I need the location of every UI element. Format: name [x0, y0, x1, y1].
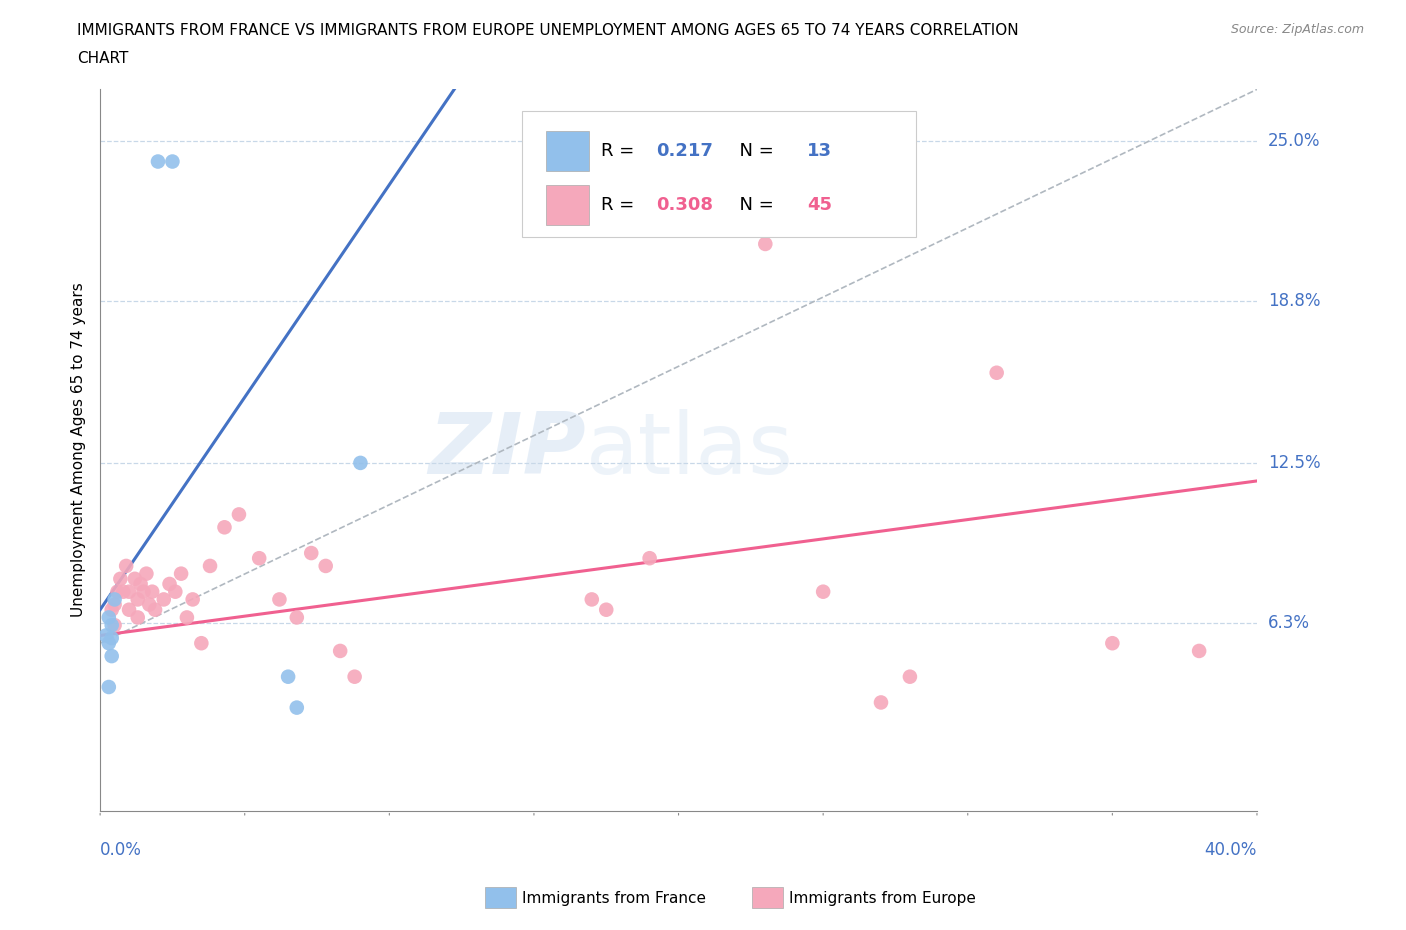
Point — [329, 644, 352, 658]
Point — [581, 592, 603, 607]
Point — [104, 592, 127, 607]
Point — [118, 584, 141, 599]
Point — [115, 559, 138, 574]
Text: CHART: CHART — [77, 51, 129, 66]
Point — [112, 584, 135, 599]
Point — [190, 636, 212, 651]
Point — [181, 592, 204, 607]
Text: IMMIGRANTS FROM FRANCE VS IMMIGRANTS FROM EUROPE UNEMPLOYMENT AMONG AGES 65 TO 7: IMMIGRANTS FROM FRANCE VS IMMIGRANTS FRO… — [77, 23, 1019, 38]
Point — [143, 603, 166, 618]
Text: N =: N = — [728, 196, 780, 214]
FancyBboxPatch shape — [546, 131, 589, 170]
Point — [595, 603, 617, 618]
Y-axis label: Unemployment Among Ages 65 to 74 years: Unemployment Among Ages 65 to 74 years — [72, 283, 86, 618]
Point — [118, 603, 141, 618]
Point — [100, 631, 122, 645]
Text: R =: R = — [600, 141, 640, 160]
Point — [986, 365, 1008, 380]
Point — [132, 584, 155, 599]
Point — [277, 670, 299, 684]
Point — [100, 603, 122, 618]
Point — [1188, 644, 1211, 658]
Point — [97, 636, 120, 651]
Point — [269, 592, 291, 607]
FancyBboxPatch shape — [523, 111, 915, 237]
Point — [165, 584, 187, 599]
Point — [228, 507, 250, 522]
Point — [1101, 636, 1123, 651]
Point — [127, 592, 149, 607]
Point — [898, 670, 921, 684]
Text: ZIP: ZIP — [429, 408, 586, 492]
Point — [176, 610, 198, 625]
Point — [110, 571, 132, 586]
Point — [135, 566, 157, 581]
Point — [198, 559, 221, 574]
Point — [343, 670, 366, 684]
Point — [97, 610, 120, 625]
Text: 12.5%: 12.5% — [1268, 454, 1320, 472]
Point — [811, 584, 834, 599]
Point — [170, 566, 193, 581]
Text: 45: 45 — [807, 196, 832, 214]
Point — [124, 571, 146, 586]
Text: N =: N = — [728, 141, 780, 160]
Point — [100, 648, 122, 663]
Point — [152, 592, 174, 607]
Point — [285, 610, 308, 625]
Point — [138, 597, 160, 612]
Text: 6.3%: 6.3% — [1268, 614, 1310, 631]
Point — [247, 551, 270, 565]
Point — [285, 700, 308, 715]
Point — [94, 628, 117, 643]
Text: Immigrants from Europe: Immigrants from Europe — [789, 891, 976, 906]
Text: 40.0%: 40.0% — [1205, 842, 1257, 859]
Point — [162, 154, 184, 169]
Point — [315, 559, 337, 574]
Point — [754, 236, 776, 251]
Point — [129, 577, 152, 591]
Text: atlas: atlas — [586, 408, 794, 492]
Text: Source: ZipAtlas.com: Source: ZipAtlas.com — [1230, 23, 1364, 36]
Point — [870, 695, 893, 710]
Point — [107, 584, 129, 599]
Point — [638, 551, 661, 565]
Point — [127, 610, 149, 625]
Point — [159, 577, 181, 591]
Point — [141, 584, 163, 599]
Point — [100, 618, 122, 632]
Text: 0.308: 0.308 — [657, 196, 714, 214]
Text: 0.0%: 0.0% — [100, 842, 142, 859]
Point — [104, 597, 127, 612]
Point — [349, 456, 371, 471]
Text: Immigrants from France: Immigrants from France — [522, 891, 706, 906]
Text: R =: R = — [600, 196, 640, 214]
Point — [214, 520, 236, 535]
Text: 25.0%: 25.0% — [1268, 132, 1320, 150]
Text: 0.217: 0.217 — [657, 141, 713, 160]
Point — [104, 618, 127, 632]
Text: 18.8%: 18.8% — [1268, 292, 1320, 310]
Point — [97, 680, 120, 695]
Point — [146, 154, 169, 169]
FancyBboxPatch shape — [546, 185, 589, 225]
Point — [299, 546, 322, 561]
Text: 13: 13 — [807, 141, 832, 160]
